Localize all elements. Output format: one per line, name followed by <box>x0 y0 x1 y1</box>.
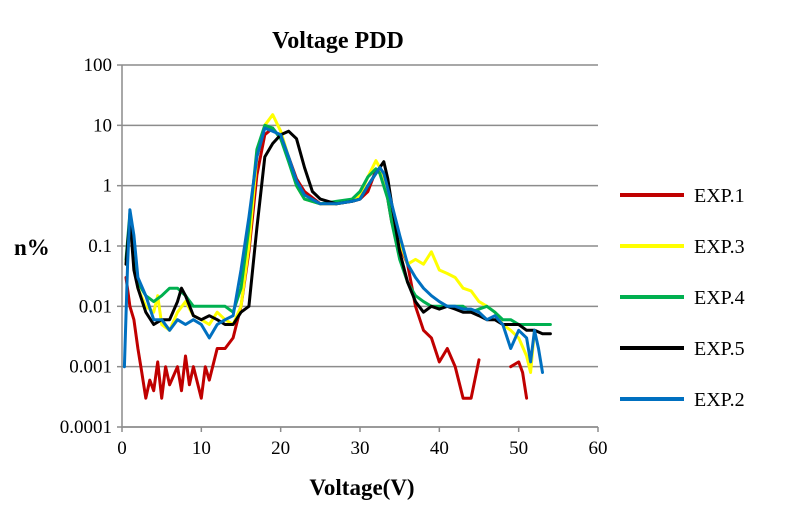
legend-label: EXP.5 <box>694 338 745 360</box>
y-tick-label: 100 <box>84 55 113 76</box>
legend-label: EXP.1 <box>694 185 745 207</box>
y-tick-labels: 0.0001 0.001 0.01 0.1 1 10 100 <box>60 55 112 438</box>
y-tick-label: 0.01 <box>79 296 112 317</box>
y-tick-label: 0.0001 <box>60 417 112 438</box>
series-line-exp-3 <box>124 113 536 374</box>
legend: EXP.1 EXP.3 EXP.4 EXP.5 EXP.2 <box>620 185 745 411</box>
y-tick-label: 0.001 <box>69 357 112 378</box>
series-line-exp-2 <box>122 126 544 374</box>
x-tick-label: 60 <box>589 438 608 459</box>
series-line-exp-1 <box>124 126 529 400</box>
x-tick-label: 50 <box>509 438 528 459</box>
x-tick-labels: 0 10 20 30 40 50 60 <box>117 438 607 459</box>
x-tick-label: 10 <box>192 438 211 459</box>
x-tick-label: 30 <box>351 438 370 459</box>
series-line-exp-4 <box>124 123 552 326</box>
x-tick-label: 40 <box>430 438 449 459</box>
x-tick-label: 20 <box>271 438 290 459</box>
legend-label: EXP.4 <box>694 287 745 309</box>
y-tick-label: 10 <box>93 115 112 136</box>
legend-label: EXP.2 <box>694 389 745 411</box>
legend-label: EXP.3 <box>694 236 745 258</box>
x-axis-label: Voltage(V) <box>309 475 414 500</box>
y-tick-label: 0.1 <box>88 236 112 257</box>
x-tick-label: 0 <box>117 438 127 459</box>
chart-title: Voltage PDD <box>272 28 404 54</box>
plot-area <box>122 113 552 400</box>
series-line-exp-5 <box>124 129 552 336</box>
y-tick-label: 1 <box>103 176 113 197</box>
axes <box>117 64 599 432</box>
y-axis-label: n% <box>14 235 50 260</box>
